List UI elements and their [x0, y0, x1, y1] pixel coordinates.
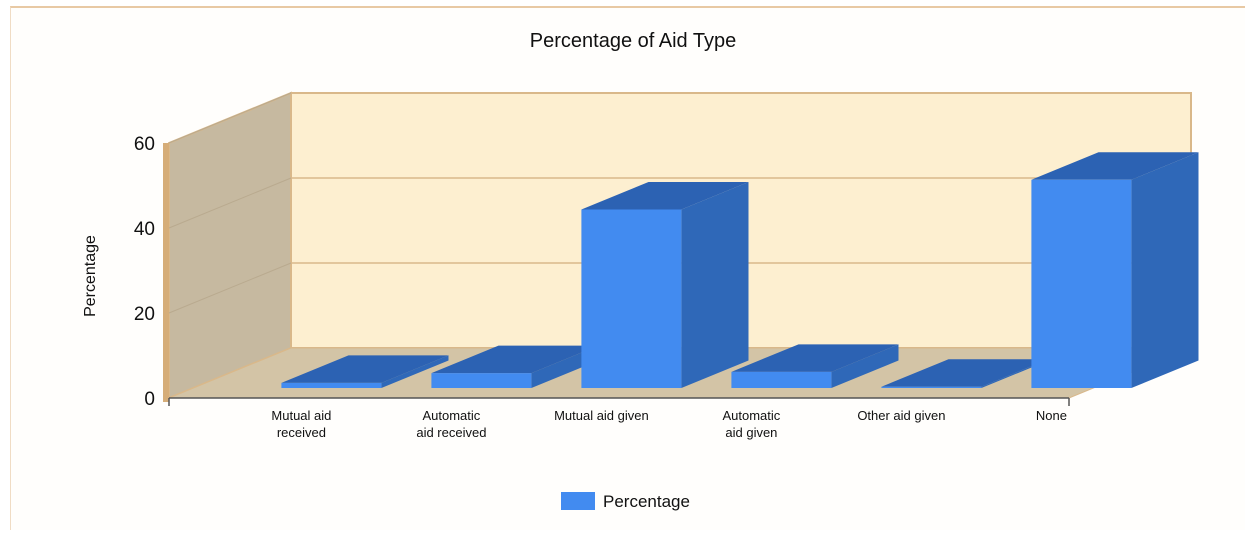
y-tick-labels: 0 20 40 60: [134, 134, 155, 410]
bar: [431, 345, 599, 388]
gridline-side: [168, 262, 292, 314]
bar-top: [431, 345, 599, 374]
legend-label: Percentage: [603, 492, 690, 511]
bar-front: [731, 371, 832, 388]
bar: [731, 344, 899, 388]
bar-front: [281, 382, 382, 388]
y-tick-label: 60: [134, 134, 155, 155]
x-tick-label: Mutual aid received: [271, 408, 331, 440]
x-tick-label: Mutual aid given: [554, 408, 649, 423]
y-axis-label: Percentage: [82, 235, 99, 317]
bar-front: [881, 386, 982, 388]
chart-title: Percentage of Aid Type: [530, 30, 736, 52]
y-tick-label: 20: [134, 304, 155, 325]
gridline-side: [168, 177, 292, 229]
legend[interactable]: Percentage: [561, 492, 690, 511]
bar-front: [431, 373, 532, 388]
gridline-side: [168, 92, 292, 144]
x-tick-labels: Mutual aid received Automatic aid received M…: [271, 408, 1067, 440]
bar: [581, 182, 749, 388]
bar-side: [831, 344, 899, 388]
bar: [281, 355, 449, 388]
bar-front: [1031, 179, 1132, 388]
bars: [281, 152, 1199, 388]
x-tick-label: Automatic aid received: [416, 408, 486, 440]
bar-top: [281, 355, 449, 383]
y-tick-label: 40: [134, 219, 155, 240]
bar-top: [731, 344, 899, 372]
left-wall-edge: [163, 143, 169, 402]
bar: [1031, 152, 1199, 388]
bar-chart: Percentage of Aid Type Percentage 0 20 40 6…: [82, 30, 1199, 511]
legend-swatch: [561, 492, 595, 510]
x-tick-label: Other aid given: [857, 408, 945, 423]
bar-top: [881, 359, 1049, 387]
side-wall: [168, 91, 292, 400]
x-tick-label: None: [1036, 408, 1067, 423]
bar-side: [681, 182, 749, 388]
bar-side: [381, 355, 449, 388]
bar-top: [581, 182, 749, 210]
y-tick-label: 0: [144, 389, 155, 410]
axes: [168, 397, 1070, 406]
bar-front: [581, 209, 682, 388]
x-tick-label: Automatic aid given: [722, 408, 780, 440]
chart-frame: Percentage of Aid Type Percentage 0 20 40 6…: [10, 6, 1245, 530]
bar-top: [1031, 152, 1199, 180]
bar-side: [1131, 152, 1199, 388]
